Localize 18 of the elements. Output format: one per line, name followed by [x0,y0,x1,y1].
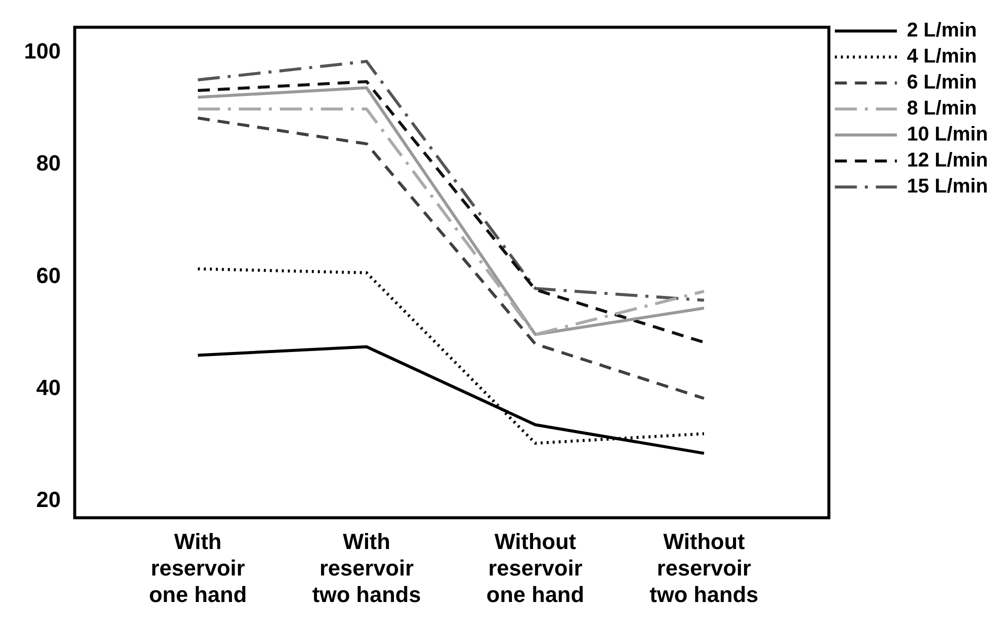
legend-label: 6 L/min [906,72,977,94]
line-series [196,116,706,400]
legend-label: 15 L/min [906,176,988,198]
line-series [196,60,706,302]
legend-label: 12 L/min [906,150,988,172]
legend-label: 10 L/min [906,124,988,146]
y-tick-label: 100 [24,38,61,64]
y-tick-label: 20 [36,487,61,512]
legend-label: 8 L/min [906,98,977,120]
y-tick-label: 80 [36,150,61,176]
x-tick-label: With reservoir two hands [312,529,421,607]
y-tick-label: 60 [36,262,61,288]
legend-label: 2 L/min [906,20,977,42]
y-tick-label: 40 [36,374,61,400]
x-tick-label: Without reservoir one hand [486,529,584,607]
x-tick-label: Without reservoir two hands [650,529,758,607]
legend-label: 4 L/min [906,46,977,68]
x-tick-label: With reservoir one hand [148,529,247,607]
